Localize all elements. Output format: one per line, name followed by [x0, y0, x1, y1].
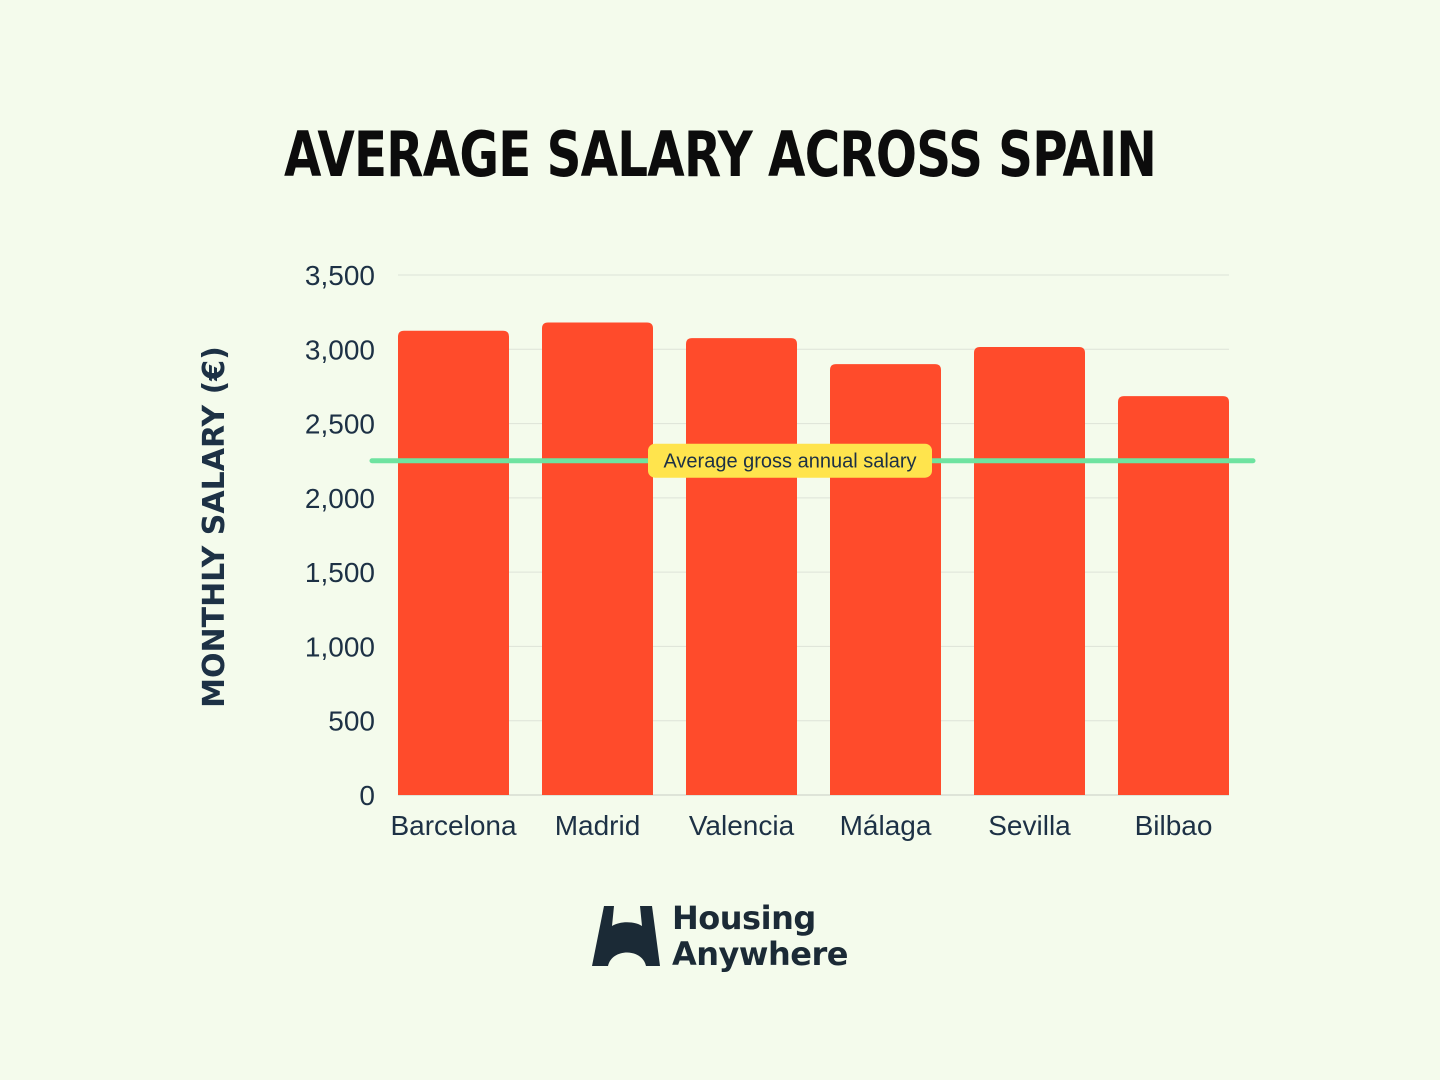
reference-label-box — [648, 443, 932, 478]
reference-label: Average gross annual salary — [663, 451, 916, 473]
y-tick-label: 3,500 — [305, 260, 375, 291]
logo-text-line2: Anywhere — [672, 935, 848, 973]
x-tick-label: Sevilla — [988, 810, 1071, 841]
bar-málaga — [830, 364, 941, 795]
y-tick-label: 2,500 — [305, 409, 375, 440]
y-tick-label: 1,000 — [305, 631, 375, 662]
grid-lines — [398, 274, 1229, 796]
bars — [398, 322, 1229, 795]
x-axis-ticks: Barcelona Madrid Valencia Málaga Sevilla Bilb… — [390, 810, 1212, 841]
bar-sevilla — [974, 347, 1085, 795]
y-tick-label: 3,000 — [305, 334, 375, 365]
y-axis-label: MONTHLY SALARY (€) — [197, 346, 232, 708]
x-tick-label: Málaga — [840, 810, 932, 841]
y-axis-ticks: 0 500 1,000 1,500 2,000 2,500 3,000 3,500 — [305, 260, 375, 811]
y-tick-label: 500 — [328, 706, 375, 737]
x-tick-label: Barcelona — [390, 810, 517, 841]
bar-valencia — [686, 338, 797, 795]
chart-title: AVERAGE SALARY ACROSS SPAIN — [283, 118, 1157, 191]
y-tick-label: 2,000 — [305, 483, 375, 514]
y-tick-label: 0 — [359, 780, 375, 811]
housing-anywhere-logo: Housing Anywhere — [590, 900, 848, 972]
x-tick-label: Valencia — [689, 810, 795, 841]
reference-line-group: Average gross annual salary — [369, 443, 1256, 478]
bar-madrid — [542, 322, 653, 795]
x-tick-label: Madrid — [555, 810, 641, 841]
bar-bilbao — [1118, 396, 1229, 795]
bar-barcelona — [398, 330, 509, 795]
y-tick-label: 1,500 — [305, 557, 375, 588]
x-tick-label: Bilbao — [1135, 810, 1213, 841]
logo-text-line1: Housing — [672, 899, 816, 937]
house-logo-icon — [592, 906, 660, 966]
